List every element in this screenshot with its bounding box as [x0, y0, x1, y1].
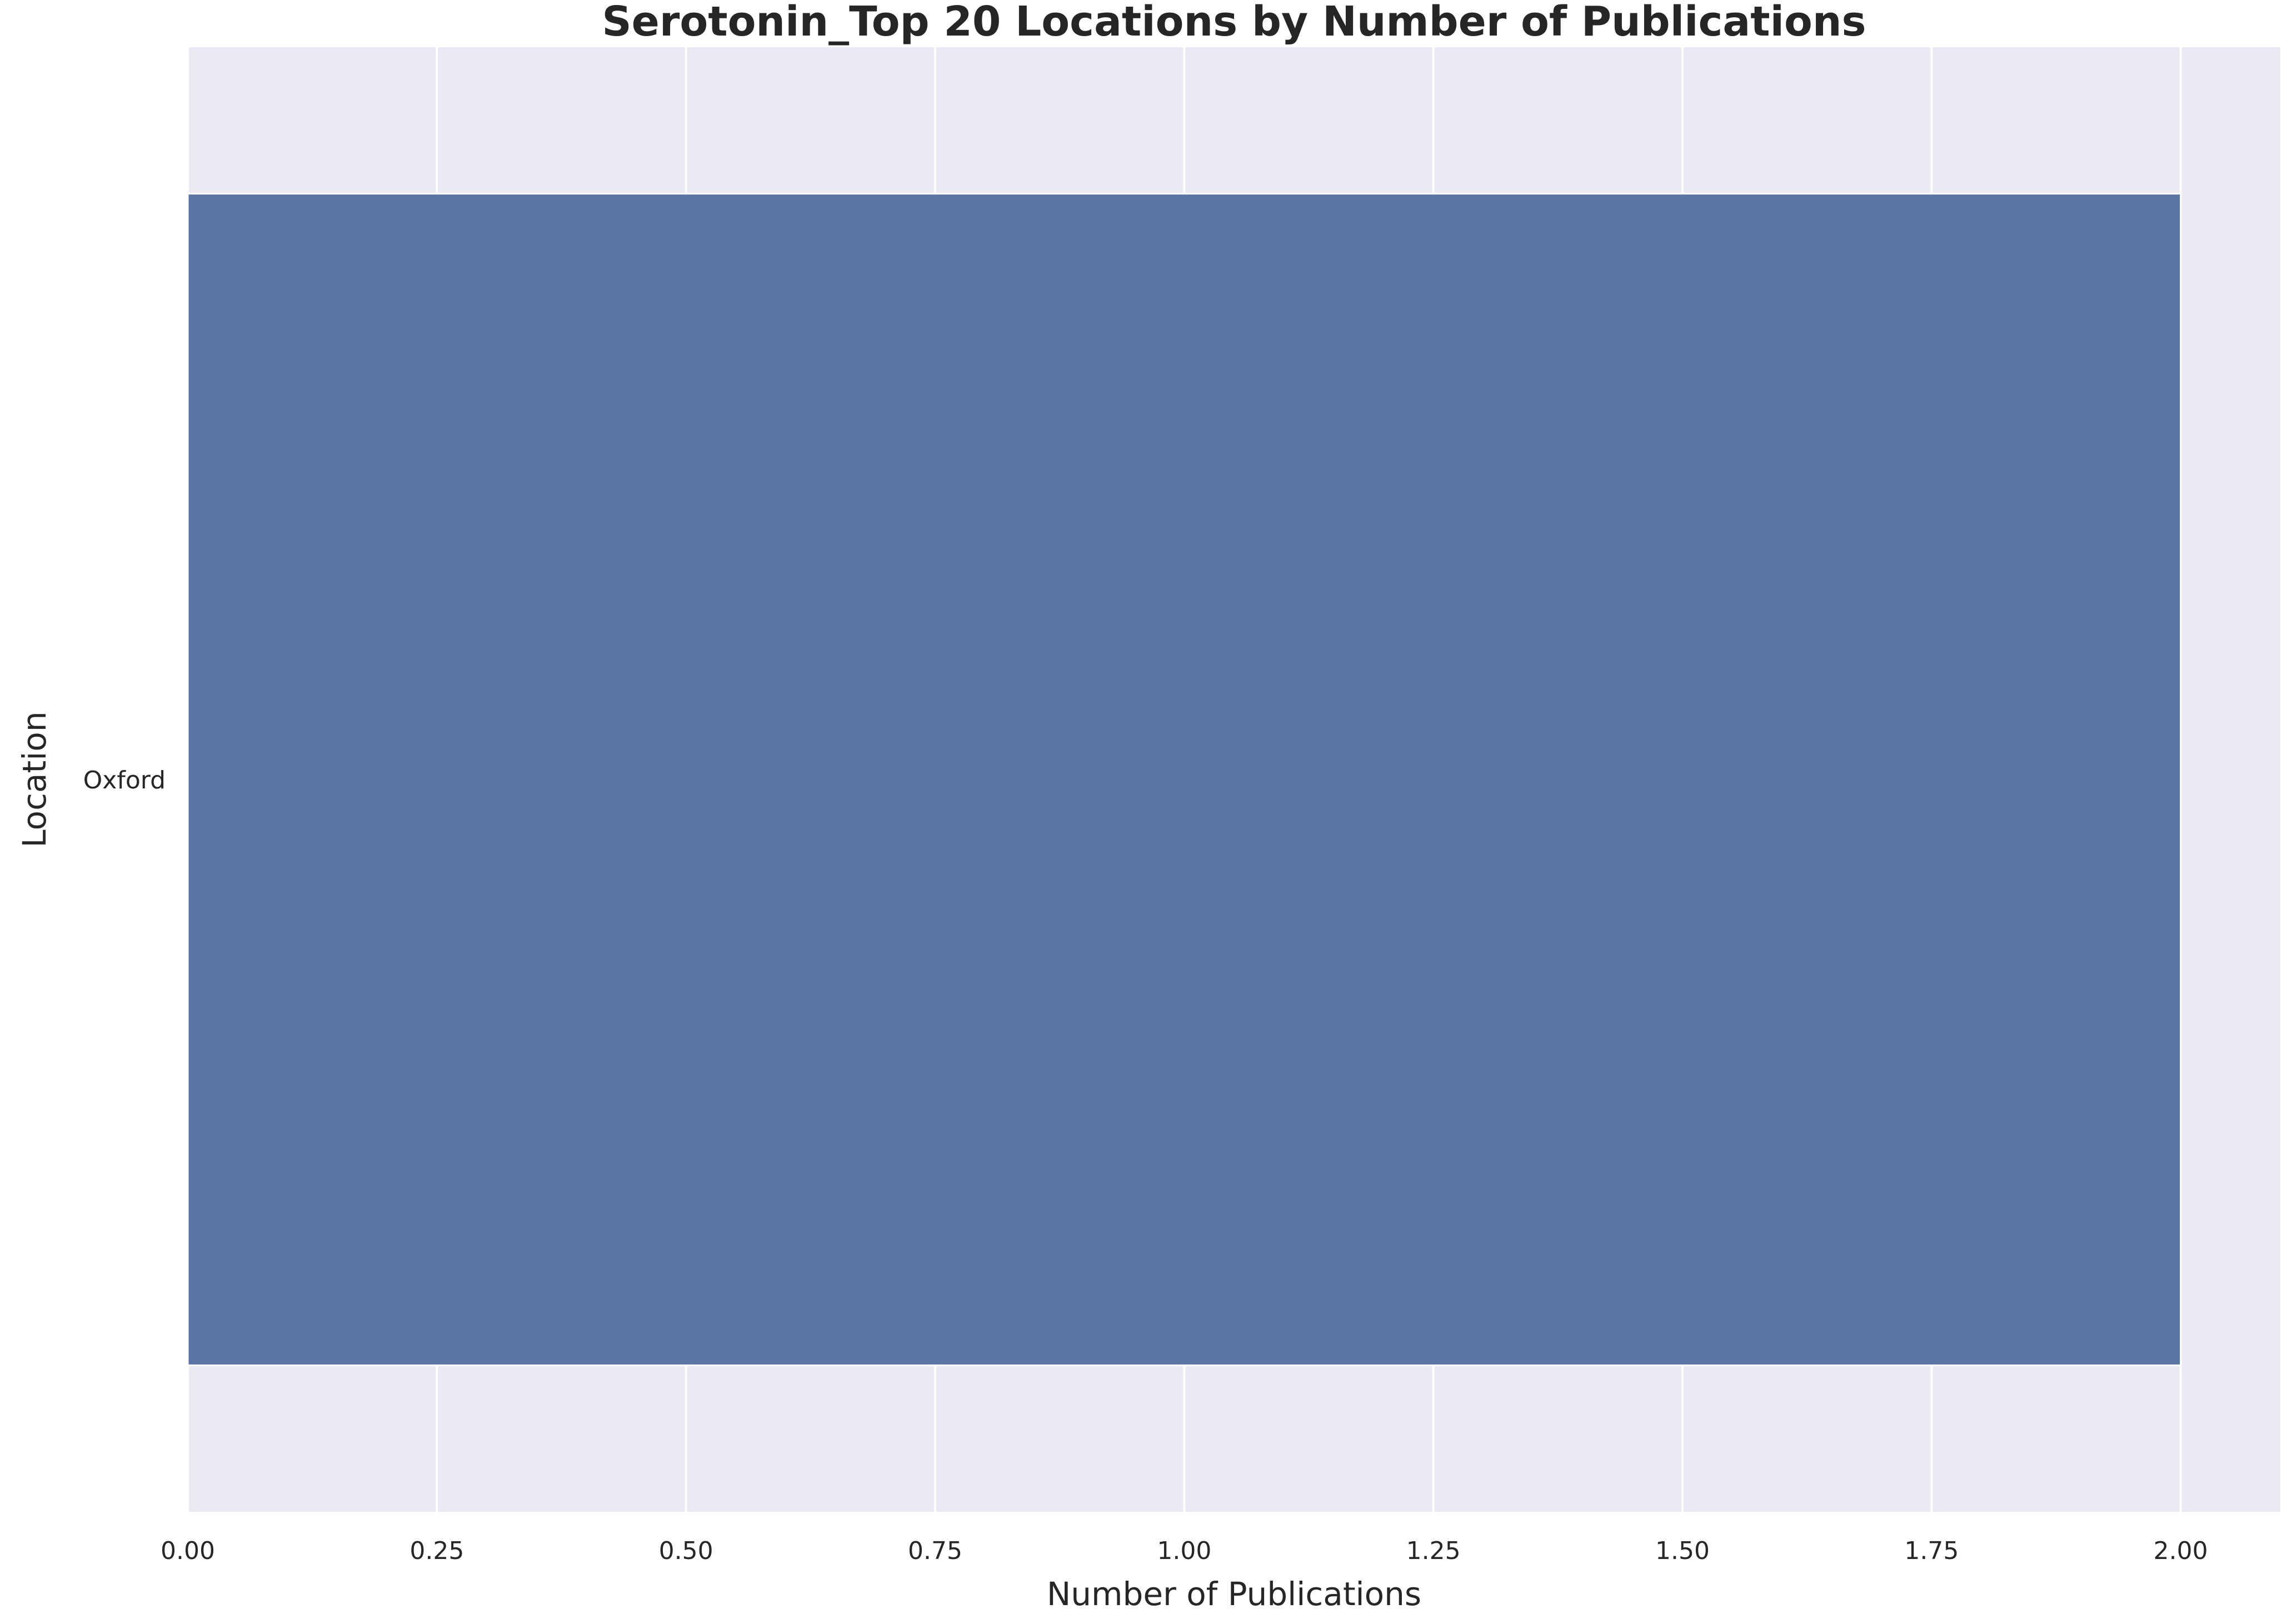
x-tick-label: 0.75 [908, 1537, 962, 1565]
y-axis-label: Location [16, 711, 53, 847]
x-tick-labels: 0.00 0.25 0.50 0.75 1.00 1.25 1.50 1.75 2.00 [161, 1537, 2208, 1565]
x-tick-label: 0.00 [161, 1537, 215, 1565]
bars [187, 193, 2182, 1366]
y-tick-label: Oxford [83, 766, 166, 794]
y-tick-labels: Oxford [83, 766, 166, 794]
chart-title: Serotonin_Top 20 Locations by Number of … [602, 0, 1866, 46]
x-tick-label: 2.00 [2154, 1537, 2208, 1565]
x-tick-label: 0.25 [410, 1537, 464, 1565]
x-tick-label: 0.50 [659, 1537, 713, 1565]
x-tick-label: 1.50 [1655, 1537, 1710, 1565]
x-tick-label: 1.75 [1904, 1537, 1959, 1565]
bar-oxford [187, 193, 2182, 1366]
x-tick-label: 1.25 [1406, 1537, 1461, 1565]
x-tick-label: 1.00 [1157, 1537, 1211, 1565]
x-axis-label: Number of Publications [1047, 1575, 1421, 1613]
